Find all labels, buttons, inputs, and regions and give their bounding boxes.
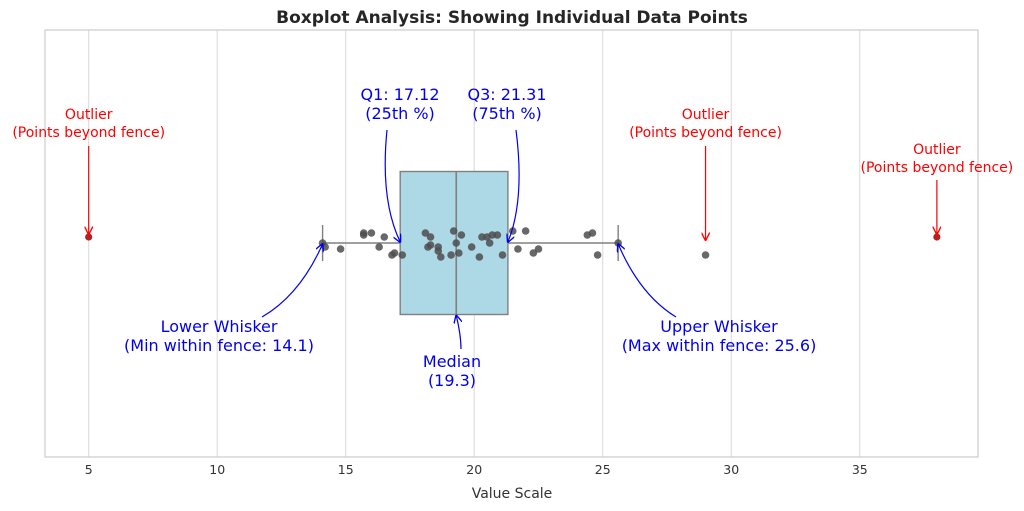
median-annotation: Median (19.3) bbox=[423, 352, 481, 390]
data-point bbox=[390, 249, 399, 257]
x-axis-label: Value Scale bbox=[472, 486, 553, 502]
q3-annotation: Q3: 21.31 (75th %) bbox=[467, 85, 546, 123]
data-point bbox=[449, 227, 458, 235]
data-point bbox=[452, 239, 461, 247]
data-point bbox=[485, 239, 494, 247]
data-point bbox=[455, 249, 463, 257]
q3-arrow bbox=[508, 129, 520, 242]
plot-frame bbox=[44, 29, 979, 458]
x-tick-labels: 5 10 15 20 25 30 35 bbox=[85, 462, 868, 477]
data-point bbox=[614, 239, 622, 247]
x-tick-label: 30 bbox=[723, 462, 739, 477]
chart-title: Boxplot Analysis: Showing Individual Dat… bbox=[276, 8, 748, 28]
data-point bbox=[380, 233, 389, 241]
data-point bbox=[421, 229, 430, 237]
upper-whisker-annotation: Upper Whisker (Max within fence: 25.6) bbox=[622, 317, 817, 355]
data-point bbox=[701, 251, 710, 259]
lower-whisker-annotation: Lower Whisker (Min within fence: 14.1) bbox=[124, 317, 314, 355]
data-point bbox=[498, 251, 507, 259]
data-point bbox=[457, 231, 466, 239]
data-point bbox=[336, 245, 345, 253]
median-arrow bbox=[456, 316, 461, 350]
data-point bbox=[493, 231, 502, 239]
x-tick-label: 25 bbox=[595, 462, 611, 477]
data-point bbox=[475, 253, 484, 261]
lower-whisker-arrow bbox=[261, 244, 323, 318]
q1-arrow bbox=[384, 129, 400, 242]
data-point bbox=[534, 245, 543, 253]
x-tick-label: 10 bbox=[209, 462, 225, 477]
data-point bbox=[434, 247, 443, 255]
data-point bbox=[398, 251, 407, 259]
data-point bbox=[467, 243, 476, 251]
x-tick-label: 20 bbox=[466, 462, 482, 477]
x-tick-label: 15 bbox=[338, 462, 354, 477]
outlier-annotation-right: Outlier (Points beyond fence) bbox=[861, 142, 1014, 176]
x-tick-label: 35 bbox=[852, 462, 868, 477]
data-point bbox=[593, 251, 602, 259]
upper-whisker-arrow bbox=[618, 244, 677, 318]
data-point bbox=[359, 231, 368, 239]
data-point bbox=[426, 233, 435, 241]
data-point bbox=[529, 249, 538, 257]
data-point bbox=[588, 229, 597, 237]
data-point bbox=[367, 229, 376, 237]
outlier-annotation-left: Outlier (Points beyond fence) bbox=[12, 107, 165, 141]
data-points bbox=[85, 227, 941, 261]
x-tick-label: 5 bbox=[85, 462, 93, 477]
data-point bbox=[375, 243, 383, 251]
data-point bbox=[514, 245, 522, 253]
q1-annotation: Q1: 17.12 (25th %) bbox=[360, 85, 439, 123]
data-point bbox=[521, 227, 530, 235]
outlier-point bbox=[933, 233, 941, 241]
data-point bbox=[447, 251, 455, 259]
outlier-annotation-mid: Outlier (Points beyond fence) bbox=[629, 107, 782, 141]
data-point bbox=[426, 241, 435, 249]
annotations: Q1: 17.12 (25th %) Q3: 21.31 (75th %) Median… bbox=[12, 85, 1013, 390]
box-group bbox=[321, 170, 619, 316]
outlier-point bbox=[85, 233, 93, 241]
data-point bbox=[437, 253, 445, 261]
